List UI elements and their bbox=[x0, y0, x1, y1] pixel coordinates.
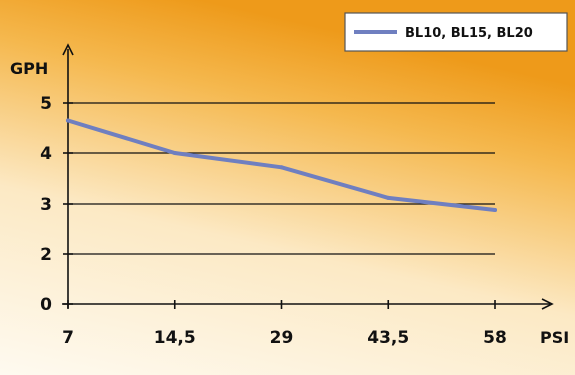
y-axis-arrow bbox=[62, 43, 74, 56]
axes bbox=[62, 43, 554, 310]
data-point-0-1 bbox=[172, 151, 177, 155]
data-point-0-3 bbox=[386, 195, 391, 200]
x-tick-label-3: 43,5 bbox=[367, 328, 409, 348]
series-layer bbox=[66, 118, 497, 212]
y-tick-label-3: 3 bbox=[40, 195, 52, 215]
legend: BL10, BL15, BL20 bbox=[344, 12, 568, 52]
y-tick-label-5: 5 bbox=[40, 94, 52, 114]
x-tick-label-2: 29 bbox=[270, 328, 294, 348]
y-tick-label-4: 4 bbox=[40, 144, 52, 164]
tick-labels: 0 2 3 4 5 7 14,5 29 43,5 58 bbox=[40, 94, 507, 348]
data-point-0-2 bbox=[279, 165, 284, 170]
x-axis-label: PSI bbox=[540, 328, 569, 347]
y-tick-label-0: 0 bbox=[40, 295, 52, 315]
x-tick-label-0: 7 bbox=[62, 328, 74, 348]
data-point-0-0 bbox=[66, 118, 70, 123]
x-axis-arrow bbox=[541, 298, 554, 310]
data-point-0-4 bbox=[493, 208, 497, 212]
y-axis-label: GPH bbox=[10, 59, 48, 78]
y-tick-label-2: 2 bbox=[40, 245, 52, 265]
legend-entry-label: BL10, BL15, BL20 bbox=[405, 26, 533, 41]
x-tick-label-4: 58 bbox=[483, 328, 507, 348]
gridlines bbox=[68, 102, 495, 255]
x-tick-label-1: 14,5 bbox=[154, 328, 196, 348]
